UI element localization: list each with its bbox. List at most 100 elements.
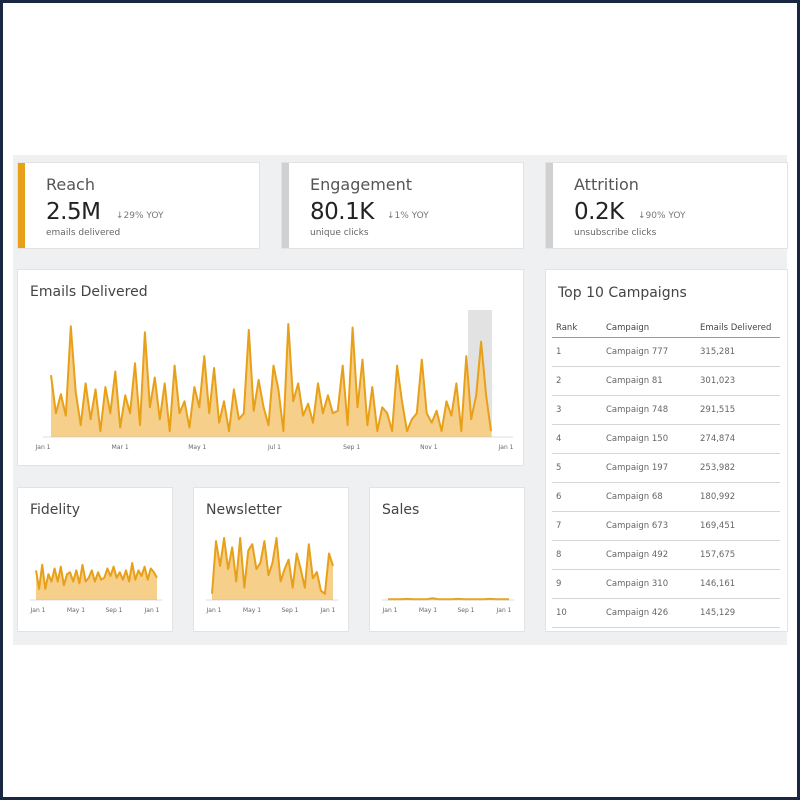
x-axis-tick-label: May 1 [243, 607, 261, 614]
campaign-cell: Campaign 150 [602, 424, 696, 454]
emails-cell: 291,515 [696, 395, 780, 425]
table-row[interactable]: 9 Campaign 310 146,161 [552, 569, 780, 599]
table-row[interactable]: 7 Campaign 673 169,451 [552, 511, 780, 541]
kpi-subtitle: unsubscribe clicks [574, 228, 657, 238]
x-axis-tick-label: Jan 1 [35, 444, 51, 451]
sales-chart[interactable]: Jan 1 May 1 Sep 1 Jan 1 [370, 488, 526, 633]
campaign-cell: Campaign 426 [602, 598, 696, 628]
rank-cell: 3 [552, 395, 602, 425]
kpi-title: Engagement [310, 175, 413, 194]
kpi-delta: ↓90% YOY [638, 211, 686, 221]
newsletter-chart[interactable]: Jan 1 May 1 Sep 1 Jan 1 [194, 488, 350, 633]
table-row[interactable]: 6 Campaign 68 180,992 [552, 482, 780, 512]
x-axis-tick-label: Sep 1 [343, 444, 360, 451]
emails-cell: 146,161 [696, 569, 780, 599]
kpi-subtitle: unique clicks [310, 228, 369, 238]
x-axis-tick-label: Jan 1 [320, 607, 336, 614]
emails-cell: 253,982 [696, 453, 780, 483]
x-axis-tick-label: Nov 1 [420, 444, 438, 451]
kpi-title: Attrition [574, 175, 639, 194]
kpi-delta: ↓29% YOY [116, 211, 164, 221]
x-axis-tick-label: Jan 1 [498, 444, 514, 451]
x-axis-tick-label: May 1 [419, 607, 437, 614]
emails-cell: 315,281 [696, 337, 780, 367]
campaign-cell: Campaign 777 [602, 337, 696, 367]
x-axis-tick-label: Jan 1 [382, 607, 398, 614]
x-axis-tick-label: Jan 1 [144, 607, 160, 614]
x-axis-tick-label: Jan 1 [206, 607, 222, 614]
rank-cell: 9 [552, 569, 602, 599]
fidelity-chart[interactable]: Jan 1 May 1 Sep 1 Jan 1 [18, 488, 174, 633]
kpi-accent-bar [18, 163, 25, 248]
campaign-cell: Campaign 197 [602, 453, 696, 483]
kpi-title: Reach [46, 175, 95, 194]
top-campaigns-panel[interactable]: Top 10 Campaigns Rank Campaign Emails De… [545, 269, 788, 632]
table-row[interactable]: 1 Campaign 777 315,281 [552, 337, 780, 367]
panel-title: Sales [382, 502, 420, 518]
x-axis-tick-label: Jan 1 [30, 607, 46, 614]
x-axis-tick-label: Sep 1 [457, 607, 474, 614]
kpi-accent-bar [546, 163, 553, 248]
table-row[interactable]: 3 Campaign 748 291,515 [552, 395, 780, 425]
campaign-cell: Campaign 673 [602, 511, 696, 541]
emails-delivered-panel[interactable]: Emails Delivered Jan 1 Mar 1 May 1 Jul 1 Sep… [17, 269, 524, 466]
series-line [50, 323, 492, 433]
rank-cell: 7 [552, 511, 602, 541]
campaign-cell: Campaign 81 [602, 366, 696, 396]
x-axis-tick-label: Mar 1 [112, 444, 129, 451]
table-row[interactable]: 8 Campaign 492 157,675 [552, 540, 780, 570]
kpi-card-engagement[interactable]: Engagement 80.1K ↓1% YOY unique clicks [281, 162, 524, 249]
campaign-cell: Campaign 492 [602, 540, 696, 570]
panel-title: Newsletter [206, 502, 282, 518]
kpi-card-attrition[interactable]: Attrition 0.2K ↓90% YOY unsubscribe clic… [545, 162, 788, 249]
rank-cell: 10 [552, 598, 602, 628]
table-header-row: Rank Campaign Emails Delivered [552, 322, 780, 338]
emails-cell: 157,675 [696, 540, 780, 570]
rank-cell: 8 [552, 540, 602, 570]
kpi-value: 0.2K [574, 199, 624, 225]
x-axis-tick-label: May 1 [188, 444, 206, 451]
newsletter-panel[interactable]: Newsletter Jan 1 May 1 Sep 1 Jan 1 [193, 487, 349, 632]
column-header-campaign[interactable]: Campaign [602, 322, 696, 338]
rank-cell: 1 [552, 337, 602, 367]
series-line [388, 597, 509, 601]
area-fill [212, 538, 333, 600]
campaign-cell: Campaign 68 [602, 482, 696, 512]
kpi-accent-bar [282, 163, 289, 248]
emails-cell: 169,451 [696, 511, 780, 541]
kpi-value: 2.5M [46, 199, 101, 225]
emails-cell: 180,992 [696, 482, 780, 512]
panel-title: Emails Delivered [30, 284, 148, 300]
emails-cell: 274,874 [696, 424, 780, 454]
top-campaigns-table: Rank Campaign Emails Delivered 1 Campaign… [552, 322, 780, 628]
column-header-emails[interactable]: Emails Delivered [696, 322, 780, 338]
emails-cell: 301,023 [696, 366, 780, 396]
emails-delivered-chart[interactable]: Jan 1 Mar 1 May 1 Jul 1 Sep 1 Nov 1 Jan 1 [18, 270, 525, 467]
rank-cell: 2 [552, 366, 602, 396]
x-axis-tick-label: Sep 1 [105, 607, 122, 614]
area-fill [36, 563, 157, 600]
series-line [211, 537, 334, 595]
fidelity-panel[interactable]: Fidelity Jan 1 May 1 Sep 1 Jan 1 [17, 487, 173, 632]
emails-cell: 145,129 [696, 598, 780, 628]
table-row[interactable]: 5 Campaign 197 253,982 [552, 453, 780, 483]
kpi-subtitle: emails delivered [46, 228, 121, 238]
campaign-cell: Campaign 748 [602, 395, 696, 425]
rank-cell: 6 [552, 482, 602, 512]
sales-panel[interactable]: Sales Jan 1 May 1 Sep 1 Jan 1 [369, 487, 525, 632]
panel-title: Fidelity [30, 502, 80, 518]
series-line [35, 562, 158, 590]
rank-cell: 4 [552, 424, 602, 454]
kpi-card-reach[interactable]: Reach 2.5M ↓29% YOY emails delivered [17, 162, 260, 249]
table-row[interactable]: 4 Campaign 150 274,874 [552, 424, 780, 454]
campaign-cell: Campaign 310 [602, 569, 696, 599]
table-row[interactable]: 10 Campaign 426 145,129 [552, 598, 780, 628]
rank-cell: 5 [552, 453, 602, 483]
x-axis-tick-label: May 1 [67, 607, 85, 614]
column-header-rank[interactable]: Rank [552, 322, 602, 338]
table-row[interactable]: 2 Campaign 81 301,023 [552, 366, 780, 396]
kpi-delta: ↓1% YOY [387, 211, 429, 221]
kpi-value: 80.1K [310, 199, 374, 225]
panel-title: Top 10 Campaigns [558, 285, 687, 301]
area-fill [51, 324, 491, 437]
